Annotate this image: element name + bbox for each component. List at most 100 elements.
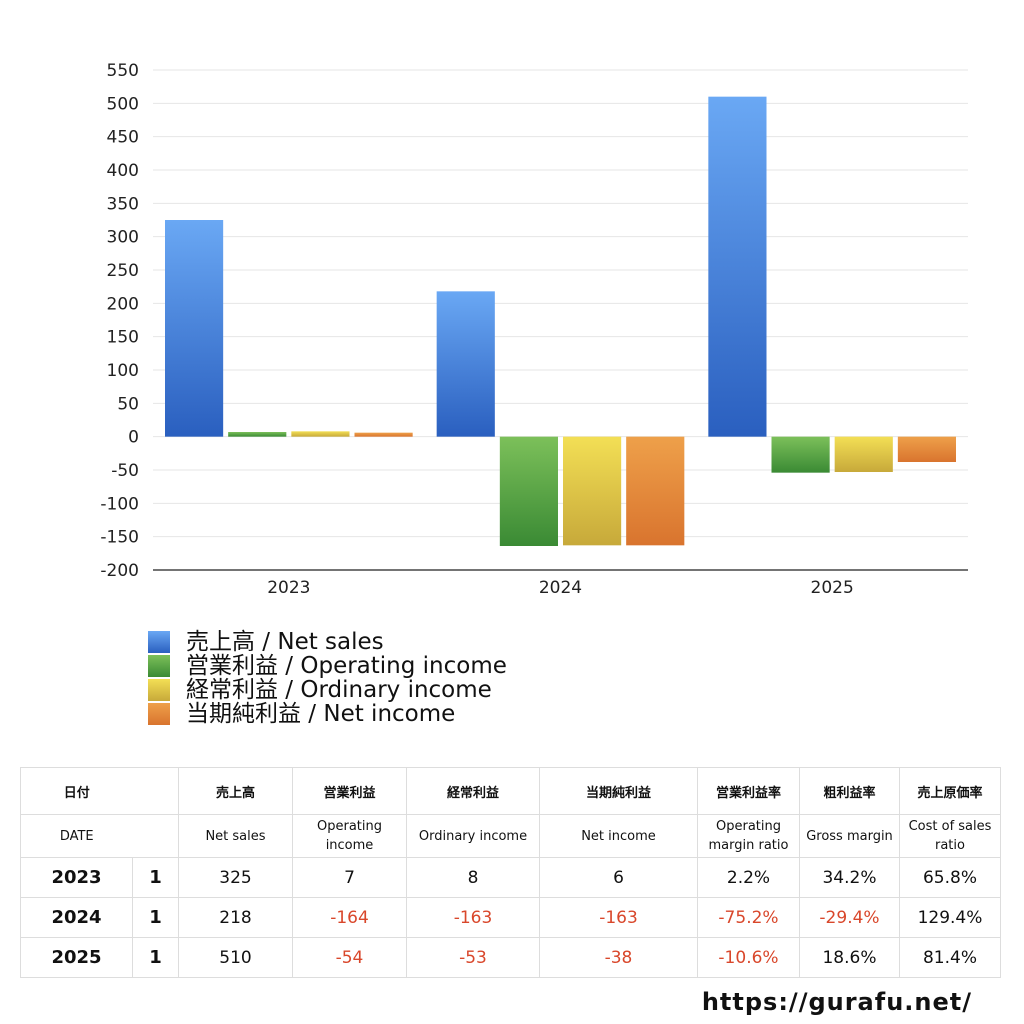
cell-net-income: -163 — [539, 897, 698, 938]
site-url: https://gurafu.net/ — [701, 988, 972, 1016]
y-tick-label: 100 — [107, 361, 139, 381]
y-tick-label: 450 — [107, 128, 139, 148]
table-row: 2023 1 325 7 8 6 2.2% 34.2% 65.8% — [20, 857, 1001, 898]
y-tick-label: -100 — [100, 494, 139, 514]
bar-2023-series-1 — [228, 432, 287, 437]
row-year: 2023 — [20, 857, 133, 898]
x-tick-label: 2023 — [267, 578, 310, 598]
x-tick-label: 2024 — [539, 578, 582, 598]
legend-item-operating-income: 営業利益 / Operating income — [148, 654, 507, 678]
x-axis-ticks: 2023 2024 2025 — [267, 578, 854, 598]
header-operating-income-jp: 営業利益 — [292, 767, 407, 815]
legend-label: 当期純利益 / Net income — [186, 701, 456, 727]
header-operating-income-en: Operating income — [292, 814, 407, 858]
row-year: 2024 — [20, 897, 133, 938]
table-row: 2024 1 218 -164 -163 -163 -75.2% -29.4% … — [20, 897, 1001, 938]
bar-2025-series-0 — [708, 96, 767, 437]
header-date-jp: 日付 — [20, 767, 133, 815]
header-op-margin-jp: 営業利益率 — [697, 767, 800, 815]
cell-cost-ratio: 65.8% — [899, 857, 1001, 898]
header-gross-margin-en: Gross margin — [799, 814, 900, 858]
header-row-en: DATE Net sales Operating income Ordinary… — [20, 814, 1001, 858]
row-year: 2025 — [20, 937, 133, 978]
bar-2024-series-2 — [563, 436, 622, 546]
y-axis-ticks: -200 -150 -100 -50 0 50 100 150 200 250 300 350 400 4… — [100, 61, 139, 581]
cell-operating-income: -54 — [292, 937, 407, 978]
legend-swatch-ordinary-income — [148, 679, 170, 701]
header-net-sales-en: Net sales — [178, 814, 293, 858]
legend-swatch-net-income — [148, 703, 170, 725]
row-quarter: 1 — [132, 897, 179, 938]
bar-2023-series-2 — [291, 431, 350, 437]
header-net-income-jp: 当期純利益 — [539, 767, 698, 815]
cell-ordinary-income: -163 — [406, 897, 540, 938]
header-date-en: DATE — [20, 814, 133, 858]
y-tick-label: 250 — [107, 261, 139, 281]
header-ordinary-income-en: Ordinary income — [406, 814, 540, 858]
y-tick-label: -50 — [111, 461, 139, 481]
legend-label: 営業利益 / Operating income — [186, 653, 507, 679]
bar-2025-series-2 — [834, 436, 893, 472]
y-tick-label: 350 — [107, 194, 139, 214]
legend-label: 経常利益 / Ordinary income — [186, 677, 492, 703]
grid-lines — [153, 69, 968, 538]
y-tick-label: 200 — [107, 294, 139, 314]
header-net-sales-jp: 売上高 — [178, 767, 293, 815]
y-tick-label: 150 — [107, 328, 139, 348]
y-tick-label: 400 — [107, 161, 139, 181]
cell-net-sales: 218 — [178, 897, 293, 938]
y-tick-label: 500 — [107, 94, 139, 114]
cell-gross-margin: 34.2% — [799, 857, 900, 898]
y-tick-label: -200 — [100, 561, 139, 581]
cell-net-income: -38 — [539, 937, 698, 978]
chart-legend: 売上高 / Net sales 営業利益 / Operating income … — [148, 630, 507, 726]
y-tick-label: -150 — [100, 528, 139, 548]
cell-gross-margin: 18.6% — [799, 937, 900, 978]
header-cost-ratio-jp: 売上原価率 — [899, 767, 1001, 815]
bar-2023-series-3 — [354, 432, 413, 437]
y-tick-label: 0 — [128, 428, 139, 448]
table-row: 2025 1 510 -54 -53 -38 -10.6% 18.6% 81.4… — [20, 937, 1001, 978]
cell-cost-ratio: 81.4% — [899, 937, 1001, 978]
bar-2025-series-3 — [897, 436, 956, 462]
y-tick-label: 550 — [107, 61, 139, 81]
header-ordinary-income-jp: 経常利益 — [406, 767, 540, 815]
cell-net-sales: 510 — [178, 937, 293, 978]
row-quarter: 1 — [132, 857, 179, 898]
bar-2024-series-3 — [626, 436, 685, 546]
cell-gross-margin: -29.4% — [799, 897, 900, 938]
legend-label: 売上高 / Net sales — [186, 629, 384, 655]
bar-2023-series-0 — [165, 220, 224, 437]
row-quarter: 1 — [132, 937, 179, 978]
legend-item-net-income: 当期純利益 / Net income — [148, 702, 507, 726]
header-spacer — [132, 814, 179, 858]
header-row-jp: 日付 売上高 営業利益 経常利益 当期純利益 営業利益率 粗利益率 売上原価率 — [20, 767, 1001, 815]
y-tick-label: 50 — [117, 394, 139, 414]
legend-swatch-net-sales — [148, 631, 170, 653]
header-cost-ratio-en: Cost of sales ratio — [899, 814, 1001, 858]
cell-operating-income: 7 — [292, 857, 407, 898]
x-tick-label: 2025 — [811, 578, 854, 598]
header-net-income-en: Net income — [539, 814, 698, 858]
cell-op-margin: -10.6% — [697, 937, 800, 978]
financial-table: 日付 売上高 営業利益 経常利益 当期純利益 営業利益率 粗利益率 売上原価率 … — [20, 767, 1001, 978]
bars — [165, 96, 956, 546]
header-spacer — [132, 767, 179, 815]
cell-cost-ratio: 129.4% — [899, 897, 1001, 938]
cell-ordinary-income: -53 — [406, 937, 540, 978]
cell-op-margin: -75.2% — [697, 897, 800, 938]
legend-item-net-sales: 売上高 / Net sales — [148, 630, 507, 654]
legend-swatch-operating-income — [148, 655, 170, 677]
cell-net-income: 6 — [539, 857, 698, 898]
bar-2025-series-1 — [771, 436, 830, 473]
header-gross-margin-jp: 粗利益率 — [799, 767, 900, 815]
cell-ordinary-income: 8 — [406, 857, 540, 898]
cell-operating-income: -164 — [292, 897, 407, 938]
bar-2024-series-1 — [499, 436, 558, 546]
bar-chart: -200 -150 -100 -50 0 50 100 150 200 250 300 350 400 4… — [100, 61, 968, 598]
header-op-margin-en: Operating margin ratio — [697, 814, 800, 858]
cell-net-sales: 325 — [178, 857, 293, 898]
y-tick-label: 300 — [107, 228, 139, 248]
cell-op-margin: 2.2% — [697, 857, 800, 898]
bar-2024-series-0 — [436, 291, 495, 437]
